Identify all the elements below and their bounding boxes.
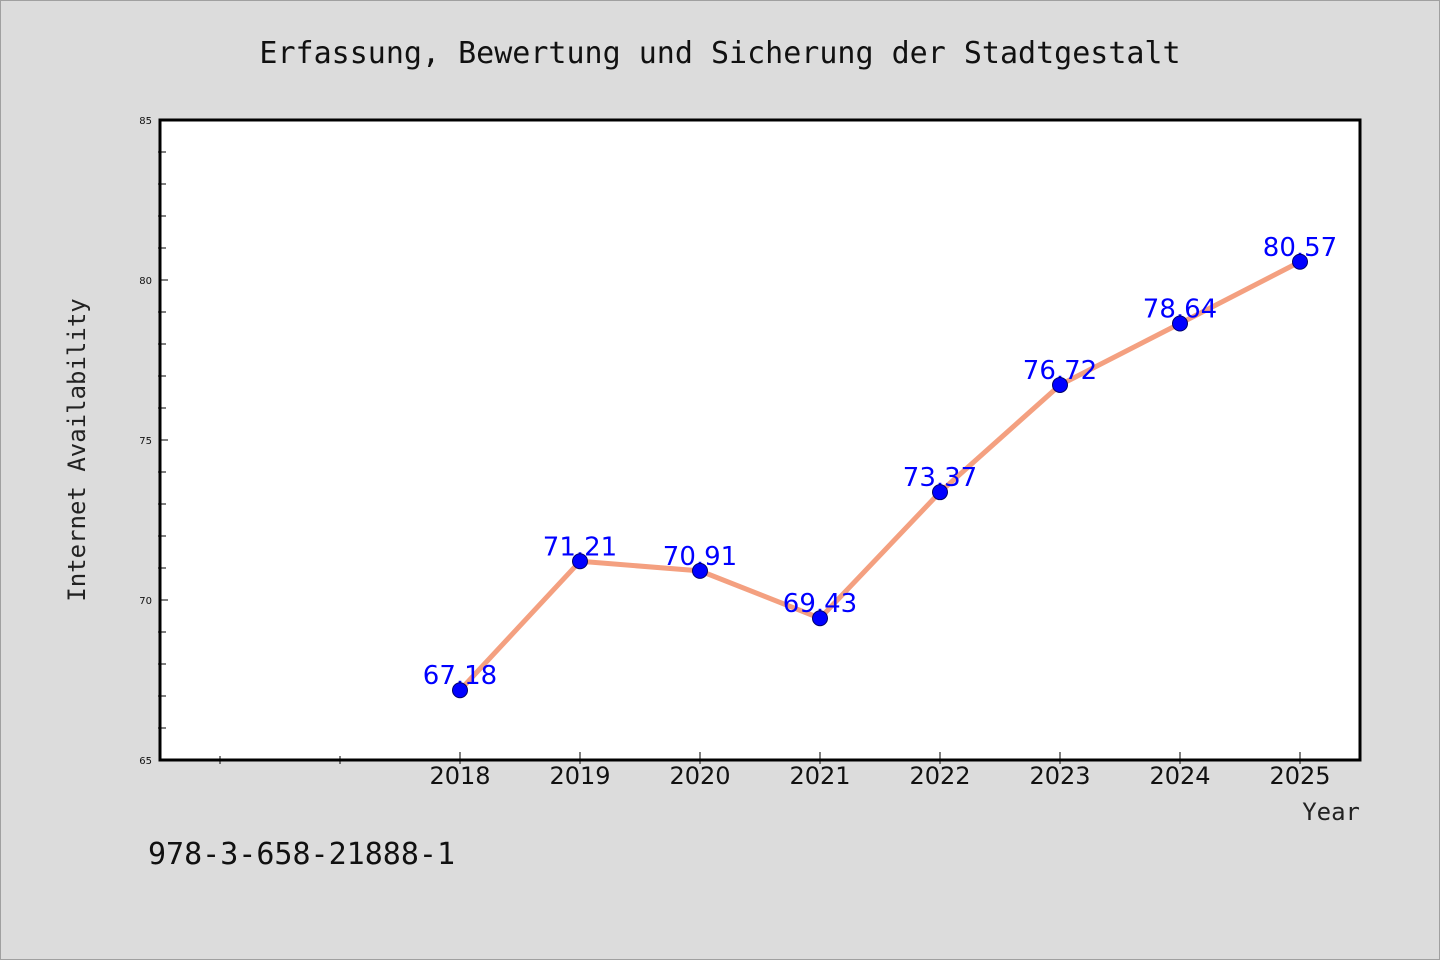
y-tick-label: 65 (139, 756, 152, 767)
isbn-text: 978-3-658-21888-1 (148, 837, 455, 872)
chart-title: Erfassung, Bewertung und Sicherung der S… (259, 36, 1180, 71)
series-line (457, 259, 1303, 693)
data-point (572, 553, 588, 570)
data-point (812, 610, 828, 627)
x-tick-label: 2025 (1269, 762, 1330, 790)
x-tick-label: 2023 (1029, 762, 1090, 790)
data-point (692, 562, 708, 579)
x-tick-label: 2020 (669, 762, 730, 790)
x-tick-label: 2022 (909, 762, 970, 790)
data-point (932, 484, 948, 501)
x-tick-label: 2018 (429, 762, 490, 790)
data-point (452, 682, 468, 699)
plot-area (158, 118, 1362, 762)
x-tick-label: 2021 (789, 762, 850, 790)
y-axis-label: Internet Availability (63, 298, 91, 601)
y-tick-label: 85 (139, 116, 152, 127)
x-tick-label: 2024 (1149, 762, 1210, 790)
x-axis-label: Year (1302, 798, 1360, 826)
x-axis: 2018 2019 2020 2021 2022 2023 2024 2025 (219, 752, 1331, 790)
y-axis: 65 70 75 80 85 (139, 116, 168, 767)
x-tick-label: 2019 (549, 762, 610, 790)
y-tick-label: 80 (139, 276, 152, 287)
y-tick-label: 70 (139, 596, 152, 607)
y-tick-label: 75 (139, 436, 152, 447)
data-point (1172, 315, 1188, 332)
data-point (1052, 376, 1068, 393)
data-point (1292, 253, 1308, 270)
